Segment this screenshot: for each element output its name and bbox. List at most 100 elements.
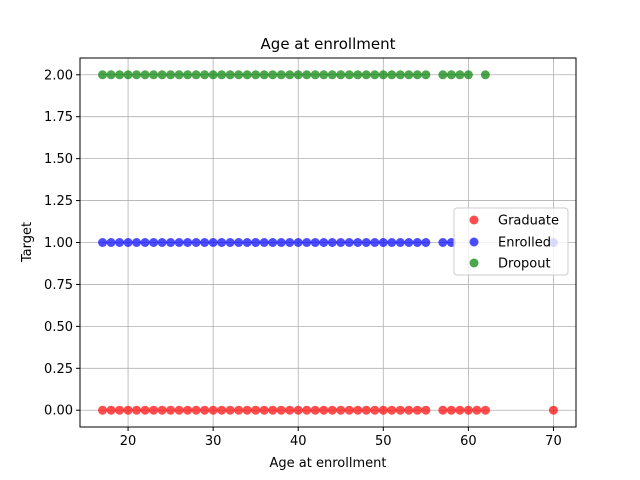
point-enrolled xyxy=(259,238,269,247)
legend-label-dropout: Dropout xyxy=(498,257,551,272)
point-enrolled xyxy=(327,238,337,247)
point-dropout xyxy=(157,70,167,80)
point-dropout xyxy=(412,70,422,80)
point-dropout xyxy=(480,70,490,80)
point-dropout xyxy=(200,70,210,80)
y-tick-label: 1.25 xyxy=(44,194,73,209)
legend-label-graduate: Graduate xyxy=(498,214,559,229)
point-dropout xyxy=(217,70,227,80)
point-dropout xyxy=(404,70,414,80)
point-graduate xyxy=(463,405,473,415)
x-tick-label: 20 xyxy=(120,434,137,449)
point-graduate xyxy=(421,405,431,415)
x-axis-label: Age at enrollment xyxy=(270,456,387,471)
point-graduate xyxy=(259,405,269,415)
legend-marker-dropout xyxy=(469,258,479,268)
point-graduate xyxy=(157,405,167,415)
point-dropout xyxy=(276,70,286,80)
point-enrolled xyxy=(361,238,371,247)
point-dropout xyxy=(174,70,184,80)
point-graduate xyxy=(276,405,286,415)
point-dropout xyxy=(208,70,218,80)
point-graduate xyxy=(251,405,261,415)
legend-frame xyxy=(453,207,569,276)
x-tick-label: 30 xyxy=(205,434,222,449)
point-enrolled xyxy=(208,238,218,247)
point-graduate xyxy=(387,405,397,415)
point-enrolled xyxy=(293,238,303,247)
point-graduate xyxy=(200,405,210,415)
point-graduate xyxy=(285,405,295,415)
point-enrolled xyxy=(268,238,278,247)
point-graduate xyxy=(412,405,422,415)
point-dropout xyxy=(327,70,337,80)
point-graduate xyxy=(302,405,312,415)
point-graduate xyxy=(480,405,490,415)
point-graduate xyxy=(149,405,159,415)
point-graduate xyxy=(234,405,244,415)
point-enrolled xyxy=(200,238,210,247)
point-dropout xyxy=(370,70,380,80)
point-enrolled xyxy=(123,238,133,247)
point-dropout xyxy=(387,70,397,80)
point-enrolled xyxy=(225,238,235,247)
point-enrolled xyxy=(319,238,329,247)
point-graduate xyxy=(225,405,235,415)
point-graduate xyxy=(98,405,108,415)
legend-label-enrolled: Enrolled xyxy=(498,236,551,251)
point-dropout xyxy=(463,70,473,80)
point-graduate xyxy=(370,405,380,415)
point-enrolled xyxy=(353,238,363,247)
point-graduate xyxy=(268,405,278,415)
y-tick-label: 0.50 xyxy=(44,320,73,335)
point-enrolled xyxy=(285,238,295,247)
point-graduate xyxy=(208,405,218,415)
point-enrolled xyxy=(98,238,108,247)
point-dropout xyxy=(115,70,125,80)
legend-marker-graduate xyxy=(469,215,479,225)
point-enrolled xyxy=(387,238,397,247)
point-dropout xyxy=(336,70,346,80)
point-graduate xyxy=(438,405,448,415)
point-graduate xyxy=(319,405,329,415)
point-graduate xyxy=(140,405,150,415)
point-enrolled xyxy=(242,238,252,247)
point-dropout xyxy=(251,70,261,80)
point-graduate xyxy=(446,405,456,415)
point-graduate xyxy=(293,405,303,415)
point-graduate xyxy=(395,405,405,415)
point-dropout xyxy=(353,70,363,80)
points-layer xyxy=(98,70,558,415)
point-graduate xyxy=(336,405,346,415)
point-graduate xyxy=(327,405,337,415)
point-enrolled xyxy=(191,238,201,247)
point-enrolled xyxy=(217,238,227,247)
point-dropout xyxy=(378,70,388,80)
point-graduate xyxy=(132,405,142,415)
point-graduate xyxy=(191,405,201,415)
point-graduate xyxy=(404,405,414,415)
y-tick-label: 0.25 xyxy=(44,362,73,377)
point-dropout xyxy=(310,70,320,80)
point-dropout xyxy=(106,70,116,80)
point-enrolled xyxy=(378,238,388,247)
point-graduate xyxy=(455,405,465,415)
y-tick-label: 1.00 xyxy=(44,236,73,251)
point-dropout xyxy=(446,70,456,80)
point-graduate xyxy=(378,405,388,415)
point-enrolled xyxy=(166,238,176,247)
point-graduate xyxy=(183,405,193,415)
point-enrolled xyxy=(412,238,422,247)
point-enrolled xyxy=(438,238,448,247)
legend-marker-enrolled xyxy=(469,237,479,247)
y-tick-label: 0.00 xyxy=(44,404,73,419)
point-enrolled xyxy=(174,238,184,247)
point-enrolled xyxy=(302,238,312,247)
y-tick-label: 1.75 xyxy=(44,110,73,125)
point-dropout xyxy=(225,70,235,80)
point-enrolled xyxy=(421,238,431,247)
point-dropout xyxy=(361,70,371,80)
x-tick-label: 50 xyxy=(375,434,392,449)
point-graduate xyxy=(242,405,252,415)
